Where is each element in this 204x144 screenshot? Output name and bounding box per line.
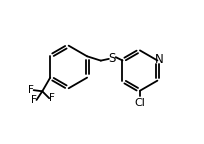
Text: N: N [154, 53, 162, 66]
Text: F: F [31, 95, 37, 105]
Text: Cl: Cl [134, 98, 145, 108]
Text: F: F [49, 93, 54, 103]
Text: F: F [28, 85, 34, 95]
Text: S: S [108, 52, 115, 65]
